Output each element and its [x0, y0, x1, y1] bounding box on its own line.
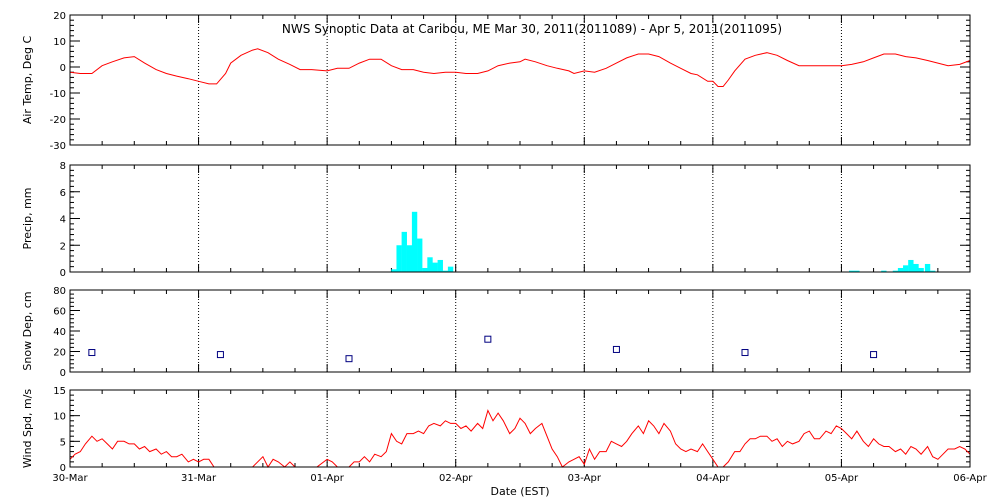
precip-bar: [447, 266, 454, 272]
precip-bar: [417, 238, 423, 272]
y-axis-label: Precip, mm: [21, 188, 34, 250]
precip-bar: [854, 270, 860, 272]
figure-title: NWS Synoptic Data at Caribou, ME Mar 30,…: [282, 22, 782, 36]
y-tick-label: 4: [60, 215, 66, 226]
x-tick-label: 30-Mar: [52, 473, 88, 484]
x-tick-label: 05-Apr: [825, 473, 859, 484]
y-tick-label: 2: [60, 241, 66, 252]
y-axis-label: Air Temp, Deg C: [21, 36, 34, 125]
y-tick-label: -20: [50, 115, 66, 126]
panel-precip: 0 2 4 6 8 Precip, mm: [21, 161, 971, 279]
x-tick-label: 03-Apr: [568, 473, 602, 484]
x-tick-label: 02-Apr: [439, 473, 473, 484]
y-tick-label: 5: [60, 437, 66, 448]
panel-frame: [69, 389, 971, 468]
y-axis-label: Snow Dep, cm: [21, 291, 34, 370]
y-tick-label: 8: [60, 161, 66, 172]
snow-depth-marker: [216, 351, 224, 359]
panel-frame: [69, 164, 971, 273]
precip-bar: [849, 270, 855, 272]
y-tick-label: 20: [53, 348, 66, 359]
y-tick-label: 0: [60, 63, 66, 74]
y-tick-label: 0: [60, 463, 66, 474]
panel-frame: [69, 289, 971, 373]
precip-bar: [391, 269, 397, 272]
precip-bar: [437, 259, 443, 272]
precip-bar: [892, 270, 899, 272]
precip-bar: [401, 231, 407, 272]
snow-depth-marker: [345, 355, 353, 363]
snow-depth-marker: [484, 335, 492, 343]
y-tick-label: 10: [53, 412, 66, 423]
x-tick-label: 04-Apr: [696, 473, 730, 484]
precip-bar: [908, 259, 914, 272]
precip-bar: [903, 265, 909, 272]
x-axis-label: Date (EST): [490, 485, 549, 498]
y-tick-label: 40: [53, 327, 66, 338]
y-axis-label: Wind Spd, m/s: [21, 389, 34, 469]
y-tick-label: -10: [50, 89, 66, 100]
y-tick-label: 15: [53, 386, 66, 397]
precip-bar: [881, 270, 887, 272]
precip-bar: [411, 211, 418, 272]
panel-wind_speed: 0 5 10 15 Wind Spd, m/s: [21, 386, 971, 474]
y-tick-label: 6: [60, 188, 66, 199]
x-tick-label: 01-Apr: [310, 473, 344, 484]
precip-bar: [406, 245, 413, 272]
precip-bar: [897, 267, 904, 272]
panel-frame: [69, 14, 971, 146]
y-tick-label: 20: [53, 11, 66, 22]
precip-bar: [924, 263, 931, 272]
y-tick-label: 0: [60, 368, 66, 379]
y-tick-label: -30: [50, 141, 66, 152]
panel-air_temp: -30 -20 -10 0 10 20 Air Temp, Deg C: [21, 11, 971, 152]
y-tick-label: 0: [60, 268, 66, 279]
panels-group: -30 -20 -10 0 10 20 Air Temp, Deg C 0 2 4 6 8 Precip…: [21, 11, 988, 484]
precip-bar: [913, 263, 919, 272]
snow-depth-marker: [741, 349, 749, 357]
snow-depth-marker: [88, 349, 96, 357]
precip-bar: [432, 262, 438, 272]
series-line-air_temp: [69, 48, 971, 87]
panel-snow_depth: 0 20 40 60 80 Snow Dep, cm: [21, 286, 971, 379]
x-tick-label: 31-Mar: [181, 473, 217, 484]
precip-bar: [918, 267, 924, 272]
x-tick-label: 06-Apr: [953, 473, 987, 484]
snow-depth-marker: [870, 351, 878, 359]
y-tick-label: 60: [53, 307, 66, 318]
snow-depth-marker: [612, 345, 620, 353]
precip-bar: [930, 270, 936, 272]
precip-bar: [427, 257, 433, 272]
precip-bar: [442, 270, 449, 272]
precip-bar: [422, 267, 428, 272]
precip-bar: [396, 245, 402, 272]
y-tick-label: 10: [53, 37, 66, 48]
y-tick-label: 80: [53, 286, 66, 297]
